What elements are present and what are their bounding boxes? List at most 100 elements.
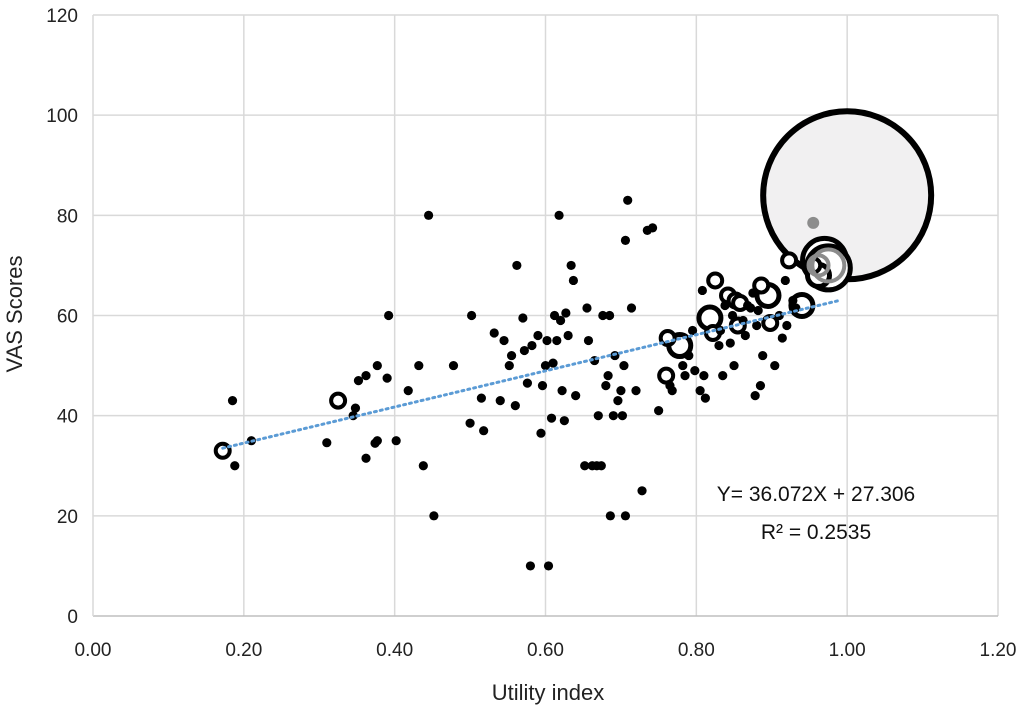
data-point	[687, 325, 698, 336]
data-point	[466, 310, 477, 321]
data-point	[580, 461, 590, 471]
data-point	[361, 453, 371, 463]
data-point	[603, 371, 613, 381]
data-point	[510, 401, 520, 411]
data-point	[448, 360, 459, 371]
data-point	[626, 303, 637, 313]
data-bubble	[706, 271, 725, 290]
data-point	[680, 371, 690, 381]
data-point	[727, 310, 738, 321]
data-point	[555, 315, 566, 326]
data-point	[601, 381, 611, 391]
data-point	[230, 461, 240, 471]
data-point	[559, 416, 569, 426]
data-point	[714, 340, 724, 351]
y-tick-label: 80	[57, 206, 78, 227]
data-point	[548, 358, 558, 368]
data-point	[499, 335, 509, 346]
data-point	[593, 411, 603, 421]
data-point	[746, 303, 756, 313]
data-point	[752, 320, 762, 331]
data-point	[690, 365, 700, 376]
trendline-group	[221, 216, 847, 450]
data-point	[546, 413, 557, 423]
data-point	[566, 260, 576, 271]
data-point	[620, 511, 631, 521]
data-point	[699, 371, 709, 381]
data-point	[353, 376, 364, 386]
data-point	[667, 386, 677, 396]
data-point	[414, 360, 424, 371]
data-bubble	[213, 441, 232, 460]
data-point	[654, 406, 664, 416]
data-point	[429, 511, 439, 521]
data-point	[750, 391, 760, 401]
data-point	[476, 393, 486, 403]
data-point	[738, 315, 748, 326]
data-point	[465, 418, 475, 428]
y-axis-title: VAS Scores	[2, 256, 27, 373]
data-point	[619, 360, 629, 371]
data-point	[512, 260, 522, 271]
data-point	[788, 295, 798, 306]
y-tick-label: 20	[57, 507, 78, 528]
data-point	[616, 386, 626, 396]
data-point	[536, 428, 546, 438]
x-tick-label: 0.40	[376, 640, 413, 661]
tick-labels: 0.00 0.20 0.40 0.60 0.80 1.00 1.20 0 20 40 60 80 100…	[46, 6, 1016, 661]
data-point	[613, 396, 623, 406]
data-point	[522, 378, 533, 388]
data-point	[605, 310, 615, 321]
x-tick-label: 0.80	[678, 640, 715, 661]
overlap-point	[810, 247, 847, 284]
data-point	[549, 310, 560, 321]
data-point	[780, 275, 790, 286]
x-tick-label: 0.00	[75, 640, 112, 661]
data-point	[543, 561, 554, 571]
x-tick-label: 1.00	[829, 640, 866, 661]
data-point	[518, 313, 528, 323]
data-point	[563, 330, 573, 341]
y-tick-label: 40	[57, 407, 78, 428]
r-squared-label: R² = 0.2535	[761, 521, 871, 544]
data-point	[540, 360, 551, 371]
data-point	[382, 373, 392, 383]
data-point	[631, 386, 641, 396]
data-bubble	[752, 276, 771, 295]
x-tick-label: 0.20	[225, 640, 262, 661]
data-point	[372, 360, 382, 371]
data-point	[542, 335, 552, 346]
data-point	[758, 350, 768, 361]
data-point	[620, 235, 631, 245]
data-point	[678, 360, 688, 371]
data-point	[527, 340, 537, 351]
data-point	[361, 371, 371, 381]
data-point	[418, 461, 428, 471]
data-bubble	[657, 366, 676, 385]
data-point	[384, 310, 394, 321]
data-point	[495, 396, 505, 406]
overlap-point	[807, 216, 820, 229]
data-point	[605, 511, 615, 521]
data-point	[557, 386, 567, 396]
data-point	[350, 403, 361, 413]
trendline	[221, 298, 842, 450]
data-point	[729, 360, 739, 371]
y-tick-label: 100	[46, 106, 78, 127]
data-point	[571, 391, 581, 401]
data-point	[583, 335, 594, 346]
data-bubble	[329, 391, 348, 410]
data-point	[561, 308, 571, 318]
data-point	[391, 436, 401, 446]
x-tick-label: 0.60	[527, 640, 564, 661]
data-point	[753, 305, 763, 316]
data-point	[227, 396, 238, 406]
data-point	[525, 561, 536, 571]
data-point	[740, 330, 750, 341]
data-point	[697, 285, 707, 296]
data-point	[770, 360, 780, 371]
data-point	[322, 438, 332, 448]
data-point	[777, 333, 787, 343]
axes	[92, 15, 998, 617]
x-axis-title: Utility index	[492, 680, 604, 705]
